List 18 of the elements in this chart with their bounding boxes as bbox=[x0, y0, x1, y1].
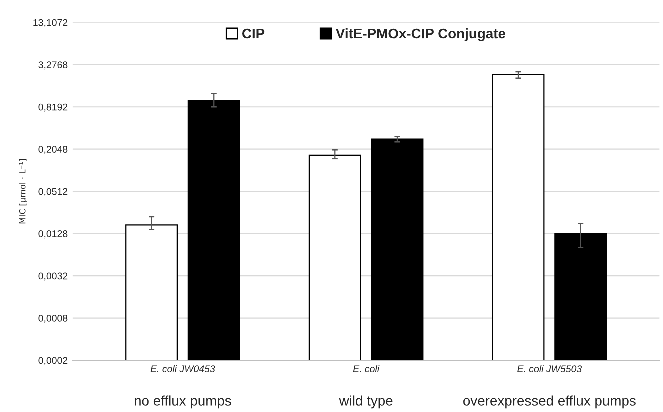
y-tick-label: 13,1072 bbox=[34, 19, 68, 28]
y-tick-label: 3,2768 bbox=[38, 62, 68, 70]
x-tick-label: E. coli JW0453 bbox=[150, 365, 216, 372]
text: overexpressed efflux pumps bbox=[464, 396, 636, 409]
legend-label: VitE-PMOx-CIP Conjugate bbox=[336, 28, 506, 42]
y-tick-label: 0,0002 bbox=[38, 357, 68, 366]
y-tick-label: 0,0032 bbox=[38, 272, 68, 281]
y-tick-label: 0,8192 bbox=[38, 104, 68, 112]
y-tick-label: 0,0008 bbox=[38, 315, 68, 324]
y-tick-label: 0,0128 bbox=[38, 230, 68, 239]
y-axis-title: MIC [µmol · L⁻¹] bbox=[19, 159, 28, 224]
y-tick-label: 0,0512 bbox=[38, 188, 68, 196]
text: wild type bbox=[339, 396, 393, 409]
y-tick-label: 0,2048 bbox=[38, 146, 68, 154]
x-tick-label: E. coli bbox=[353, 365, 380, 372]
legend-label: CIP bbox=[242, 28, 265, 39]
text: no efflux pumps bbox=[134, 396, 232, 409]
x-tick-label: E. coli JW5503 bbox=[518, 365, 582, 372]
